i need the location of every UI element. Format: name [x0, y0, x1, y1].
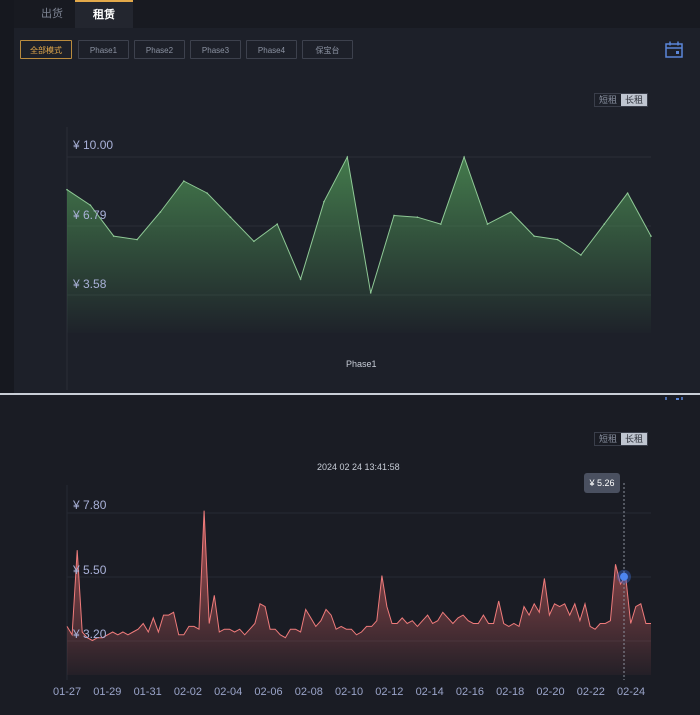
top-data-point: [276, 223, 279, 225]
x-tick-label: 01-31: [133, 686, 162, 698]
top-long-term-option[interactable]: 长租: [621, 94, 648, 106]
tab-shipping[interactable]: 出货: [41, 8, 63, 20]
top-data-point: [206, 192, 208, 194]
top-data-point: [183, 180, 185, 182]
top-data-point: [556, 238, 559, 241]
top-data-point: [439, 223, 442, 225]
top-data-point: [603, 223, 606, 225]
top-data-point: [533, 235, 535, 237]
mode-tabbar: 出货 租赁: [14, 0, 700, 28]
price-tooltip: ¥ 5.26: [584, 473, 620, 493]
filter-platform[interactable]: 保宝台: [302, 40, 353, 59]
top-data-point: [650, 235, 652, 237]
filter-phase1[interactable]: Phase1: [78, 40, 129, 59]
filter-phase2[interactable]: Phase2: [134, 40, 185, 59]
calendar-icon[interactable]: [665, 41, 683, 58]
x-tick-label: 01-29: [93, 686, 122, 698]
filter-phase4[interactable]: Phase4: [246, 40, 297, 59]
filter-phase3[interactable]: Phase3: [190, 40, 241, 59]
top-data-point: [323, 200, 325, 203]
bottom-series-area: [67, 510, 651, 675]
top-data-point: [136, 238, 138, 241]
top-data-point: [486, 223, 489, 225]
x-tick-label: 02-16: [455, 686, 484, 698]
x-tick-label: 02-04: [214, 686, 243, 698]
x-tick-label: 02-20: [536, 686, 565, 698]
top-series-area: [67, 157, 651, 333]
section-divider: [0, 393, 700, 395]
top-data-point: [626, 192, 629, 194]
top-short-term-option[interactable]: 短租: [599, 95, 618, 105]
x-tick-label: 01-27: [53, 686, 82, 698]
top-chart-series-label: Phase1: [346, 359, 377, 369]
bottom-short-term-option[interactable]: 短租: [599, 434, 618, 444]
calendar-icon-partial[interactable]: [665, 392, 683, 400]
top-rent-term-toggle: 短租 长租: [594, 93, 649, 107]
top-data-point: [346, 156, 349, 158]
bottom-series-line: [66, 510, 651, 642]
x-tick-label: 02-22: [576, 686, 605, 698]
top-data-point: [393, 214, 395, 217]
top-data-point: [229, 216, 232, 218]
top-data-point: [369, 292, 372, 294]
bottom-long-term-option[interactable]: 长租: [621, 433, 648, 445]
bottom-ytick-label: ¥ 7.80: [73, 498, 107, 512]
top-data-point: [112, 235, 115, 237]
top-series-line: [66, 155, 652, 294]
top-data-point: [463, 156, 465, 158]
x-tick-label: 02-02: [173, 686, 202, 698]
bottom-ytick-label: ¥ 3.20: [73, 627, 107, 641]
crosshair-timestamp: 2024 02 24 13:41:58: [317, 462, 400, 472]
highlight-point[interactable]: [620, 572, 628, 581]
top-data-point: [580, 254, 582, 256]
top-data-point: [510, 211, 512, 213]
x-tick-label: 02-18: [496, 686, 525, 698]
bottom-ytick-label: ¥ 5.50: [73, 563, 107, 577]
top-ytick-label: ¥ 10.00: [73, 138, 114, 152]
bottom-rent-term-toggle: 短租 长租: [594, 432, 649, 446]
top-ytick-label: ¥ 6.79: [73, 208, 107, 222]
top-data-point: [253, 240, 255, 243]
x-tick-label: 02-14: [415, 686, 444, 698]
tab-rental[interactable]: 租赁: [75, 0, 133, 28]
x-tick-label: 02-24: [617, 686, 646, 698]
top-data-point: [416, 216, 419, 218]
x-tick-label: 02-08: [294, 686, 323, 698]
x-tick-label: 02-12: [375, 686, 404, 698]
top-price-chart: [66, 127, 652, 390]
top-data-point: [159, 211, 162, 213]
bottom-price-chart: [66, 483, 651, 680]
top-ytick-label: ¥ 3.58: [73, 277, 107, 291]
left-gutter: [0, 0, 14, 394]
top-data-point: [299, 278, 302, 280]
x-tick-label: 02-06: [254, 686, 283, 698]
top-data-point: [66, 188, 68, 191]
top-data-point: [89, 204, 92, 206]
filter-all-modes[interactable]: 全部模式: [20, 40, 72, 59]
x-tick-label: 02-10: [335, 686, 364, 698]
